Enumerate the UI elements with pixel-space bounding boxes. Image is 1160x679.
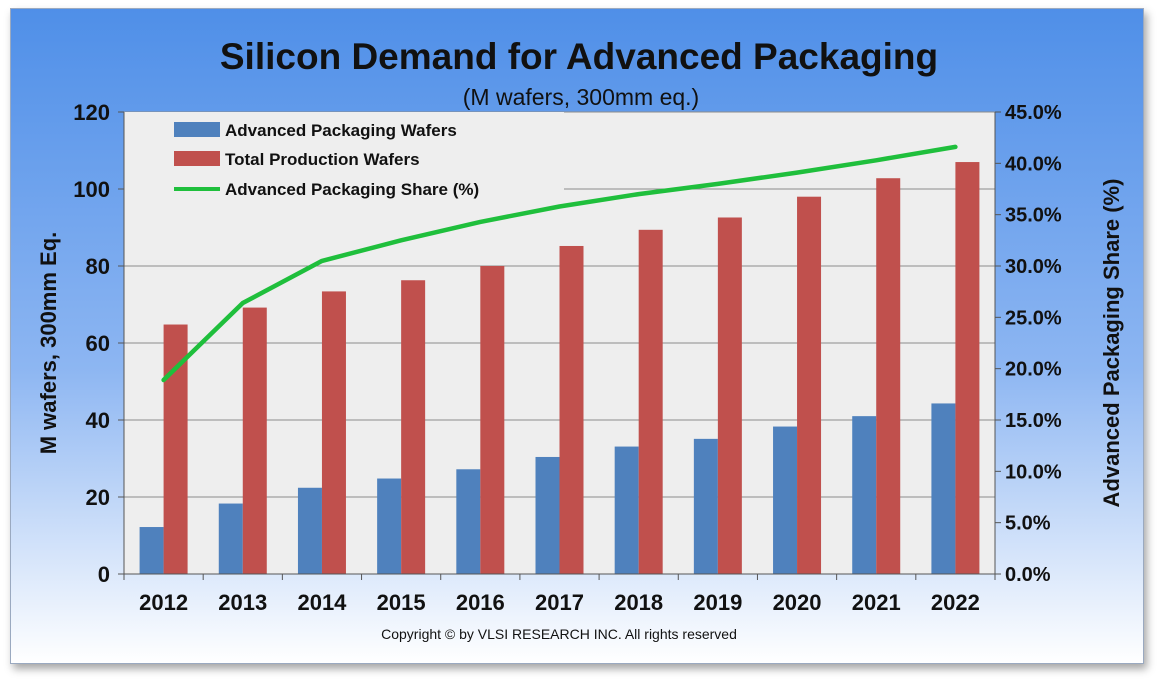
legend-swatch-total-production-wafers [174, 151, 220, 166]
copyright-text: Copyright © by VLSI RESEARCH INC. All ri… [381, 626, 737, 642]
bar-advanced-packaging-wafers [535, 456, 560, 574]
legend-label-advanced-packaging-wafers: Advanced Packaging Wafers [225, 121, 457, 140]
y2-tick-label: 35.0% [1005, 205, 1062, 227]
y2-tick-label: 0.0% [1005, 564, 1051, 586]
y2-axis-title: Advanced Packaging Share (%) [1099, 179, 1124, 508]
y-tick-label: 100 [73, 177, 110, 202]
bar-total-production-wafers [401, 280, 426, 574]
bar-advanced-packaging-wafers [218, 503, 243, 574]
bar-total-production-wafers [955, 162, 980, 575]
bar-total-production-wafers [797, 196, 822, 574]
bar-total-production-wafers [321, 291, 346, 574]
x-tick-label: 2017 [535, 590, 584, 615]
legend-label-advanced-packaging-share: Advanced Packaging Share (%) [225, 180, 479, 199]
bar-advanced-packaging-wafers [377, 478, 402, 574]
bar-total-production-wafers [717, 217, 742, 575]
y2-tick-label: 40.0% [1005, 153, 1062, 175]
bar-total-production-wafers [876, 178, 901, 574]
share-line-series [161, 144, 958, 383]
chart-title: Silicon Demand for Advanced Packaging [220, 36, 938, 77]
chart-frame: Silicon Demand for Advanced Packaging (M… [10, 8, 1144, 664]
x-tick-label: 2018 [614, 590, 663, 615]
x-tick-label: 2021 [852, 590, 901, 615]
axes: 0 20 40 60 80 100 120 0.0% 5.0% 10.0% 15.0% 20.0% 25… [73, 100, 1062, 615]
x-tick-label: 2013 [218, 590, 267, 615]
bar-advanced-packaging-wafers [931, 403, 956, 574]
bar-total-production-wafers [480, 266, 505, 574]
legend-swatch-advanced-packaging-wafers [174, 122, 220, 137]
x-tick-label: 2012 [139, 590, 188, 615]
bar-total-production-wafers [559, 245, 584, 575]
y2-tick-label: 5.0% [1005, 513, 1051, 535]
bar-total-production-wafers [242, 307, 267, 574]
bar-advanced-packaging-wafers [139, 527, 164, 574]
y2-tick-label: 45.0% [1005, 102, 1062, 124]
y2-tick-label: 15.0% [1005, 410, 1062, 432]
y2-tick-label: 10.0% [1005, 461, 1062, 483]
legend: Advanced Packaging Wafers Total Producti… [124, 112, 564, 205]
chart-subtitle: (M wafers, 300mm eq.) [463, 84, 699, 110]
bar-total-production-wafers [638, 229, 663, 574]
y-tick-label: 60 [86, 331, 110, 356]
chart: Silicon Demand for Advanced Packaging (M… [11, 9, 1143, 663]
bar-advanced-packaging-wafers [456, 469, 481, 574]
x-tick-label: 2019 [693, 590, 742, 615]
x-tick-label: 2020 [773, 590, 822, 615]
y-tick-label: 40 [86, 408, 110, 433]
bar-advanced-packaging-wafers [693, 438, 718, 574]
line-advanced-packaging-share [161, 144, 958, 383]
bar-advanced-packaging-wafers [852, 416, 877, 574]
y-tick-label: 80 [86, 254, 110, 279]
y2-tick-label: 25.0% [1005, 307, 1062, 329]
y-tick-label: 0 [98, 562, 110, 587]
x-tick-label: 2015 [377, 590, 426, 615]
x-tick-label: 2014 [297, 590, 347, 615]
bar-advanced-packaging-wafers [614, 446, 639, 574]
legend-label-total-production-wafers: Total Production Wafers [225, 150, 420, 169]
bar-advanced-packaging-wafers [773, 426, 798, 574]
y-axis-title: M wafers, 300mm Eq. [36, 232, 61, 455]
y-tick-label: 120 [73, 100, 110, 125]
y2-tick-label: 20.0% [1005, 359, 1062, 381]
x-tick-label: 2016 [456, 590, 505, 615]
bar-advanced-packaging-wafers [297, 487, 322, 574]
y-tick-label: 20 [86, 485, 110, 510]
x-tick-label: 2022 [931, 590, 980, 615]
y2-tick-label: 30.0% [1005, 256, 1062, 278]
bars [139, 162, 980, 575]
